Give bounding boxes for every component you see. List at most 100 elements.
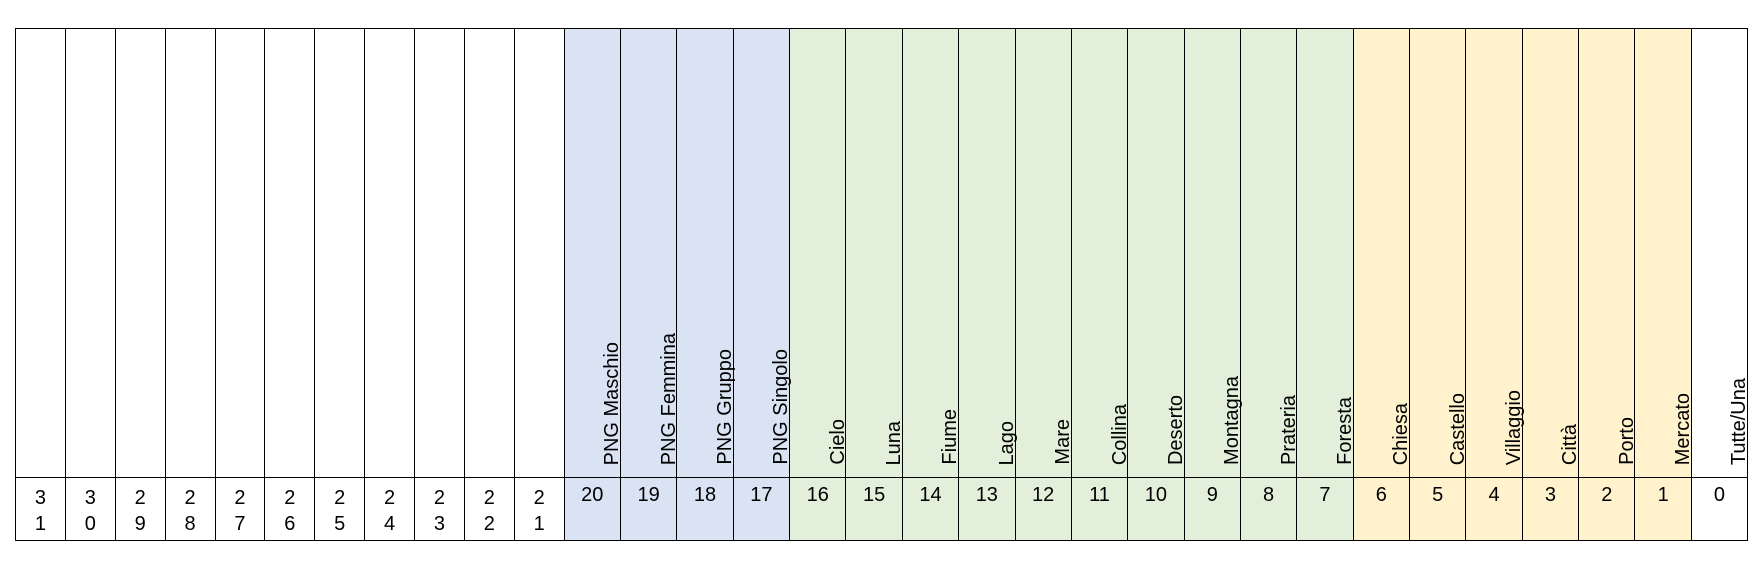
column-header-cell xyxy=(215,29,265,478)
column-number: 0 xyxy=(1713,484,1726,506)
column-header-cell: Montagna xyxy=(1184,29,1244,478)
table-column-16: Cielo 16 xyxy=(790,29,849,540)
column-header-cell: Fiume xyxy=(902,29,962,478)
column-header-cell xyxy=(16,29,65,478)
column-number: 3 xyxy=(1544,484,1556,506)
table-column-4: Villaggio 4 xyxy=(1466,29,1526,540)
table-column-18: PNG Gruppo 18 xyxy=(677,29,736,540)
column-label: Mare xyxy=(1052,419,1075,465)
column-header-cell: Prateria xyxy=(1240,29,1300,478)
column-header-cell xyxy=(365,29,414,478)
column-header-cell: Deserto xyxy=(1128,29,1187,478)
column-number: 12 xyxy=(1032,484,1055,506)
column-header-cell: Collina xyxy=(1071,29,1131,478)
column-header-cell: Mare xyxy=(1015,29,1075,478)
column-label: Montagna xyxy=(1221,376,1244,465)
column-number: 8 xyxy=(1263,484,1275,506)
column-header-cell: Lago xyxy=(959,29,1018,478)
column-number: 1 xyxy=(1657,484,1669,506)
column-label: Prateria xyxy=(1277,394,1300,465)
column-label: Deserto xyxy=(1164,394,1187,465)
column-header-cell: Porto xyxy=(1579,29,1638,478)
column-number: 11 xyxy=(1089,484,1110,506)
column-header-cell xyxy=(415,29,464,478)
table-column-7: Foresta 7 xyxy=(1297,29,1356,540)
column-number: 16 xyxy=(806,484,829,506)
table-column-6: Chiesa 6 xyxy=(1353,29,1413,540)
column-header-cell: Mercato xyxy=(1635,29,1694,478)
table-column-9: Montagna 9 xyxy=(1184,29,1244,540)
column-label: Porto xyxy=(1615,417,1638,465)
column-header-cell: Luna xyxy=(846,29,906,478)
table-column-14: Fiume 14 xyxy=(902,29,962,540)
table-column-11: Collina 11 xyxy=(1071,29,1131,540)
column-number: 9 xyxy=(1206,484,1218,506)
table-column-8: Prateria 8 xyxy=(1240,29,1300,540)
column-number: 5 xyxy=(1432,484,1444,506)
column-header-cell: Castello xyxy=(1410,29,1469,478)
column-number: 15 xyxy=(862,484,886,506)
column-label: PNG Femmina xyxy=(657,332,680,465)
column-label: Luna xyxy=(883,420,906,466)
column-label: Lago xyxy=(995,420,1018,466)
table-column-1: Mercato 1 xyxy=(1635,29,1694,540)
column-label: PNG Maschio xyxy=(601,341,624,465)
column-header-cell: Chiesa xyxy=(1353,29,1413,478)
column-label: Tutte/Una xyxy=(1728,377,1751,465)
column-label: Città xyxy=(1559,423,1582,465)
column-header-cell xyxy=(315,29,365,478)
table-column-17: PNG Singolo 17 xyxy=(733,29,793,540)
table-column-10: Deserto 10 xyxy=(1128,29,1187,540)
column-label: Fiume xyxy=(939,409,962,465)
column-number: 14 xyxy=(919,484,942,506)
table-column-19: PNG Femmina 19 xyxy=(620,29,680,540)
column-number: 7 xyxy=(1319,484,1331,506)
column-number: 19 xyxy=(637,484,660,506)
column-header-cell xyxy=(115,29,165,478)
column-header-cell: Villaggio xyxy=(1466,29,1526,478)
table-column-2: Porto 2 xyxy=(1579,29,1638,540)
column-header-cell xyxy=(265,29,315,478)
table-column-15: Luna 15 xyxy=(846,29,906,540)
table-column-3: Città 3 xyxy=(1522,29,1582,540)
column-label: Foresta xyxy=(1333,397,1356,465)
column-header-cell: Cielo xyxy=(790,29,849,478)
column-header-cell: PNG Maschio xyxy=(564,29,624,478)
column-header-cell: PNG Femmina xyxy=(620,29,680,478)
column-number: 2 xyxy=(1601,484,1613,506)
table-column-5: Castello 5 xyxy=(1410,29,1469,540)
column-header-cell: Tutte/Una xyxy=(1691,29,1751,478)
column-number: 4 xyxy=(1488,484,1500,506)
column-header-cell: Città xyxy=(1522,29,1582,478)
column-header-cell xyxy=(65,29,115,478)
column-label: Villaggio xyxy=(1503,389,1526,465)
column-header-cell: Foresta xyxy=(1297,29,1356,478)
column-header-cell: PNG Gruppo xyxy=(677,29,736,478)
column-number: 20 xyxy=(581,484,604,506)
table-column-0: Tutte/Una 0 xyxy=(1691,29,1751,540)
category-table: 3 1 3 0 2 9 2 8 2 7 2 6 2 5 2 4 2 3 2 2 2 1 PNG Maschio 20 PNG F… xyxy=(15,28,1751,541)
column-label: Chiesa xyxy=(1390,402,1413,465)
table-column-13: Lago 13 xyxy=(959,29,1018,540)
column-number: 17 xyxy=(750,484,773,506)
column-number: 13 xyxy=(975,484,998,506)
column-number: 6 xyxy=(1375,484,1387,506)
table-column-12: Mare 12 xyxy=(1015,29,1075,540)
column-label: PNG Singolo xyxy=(770,349,793,465)
